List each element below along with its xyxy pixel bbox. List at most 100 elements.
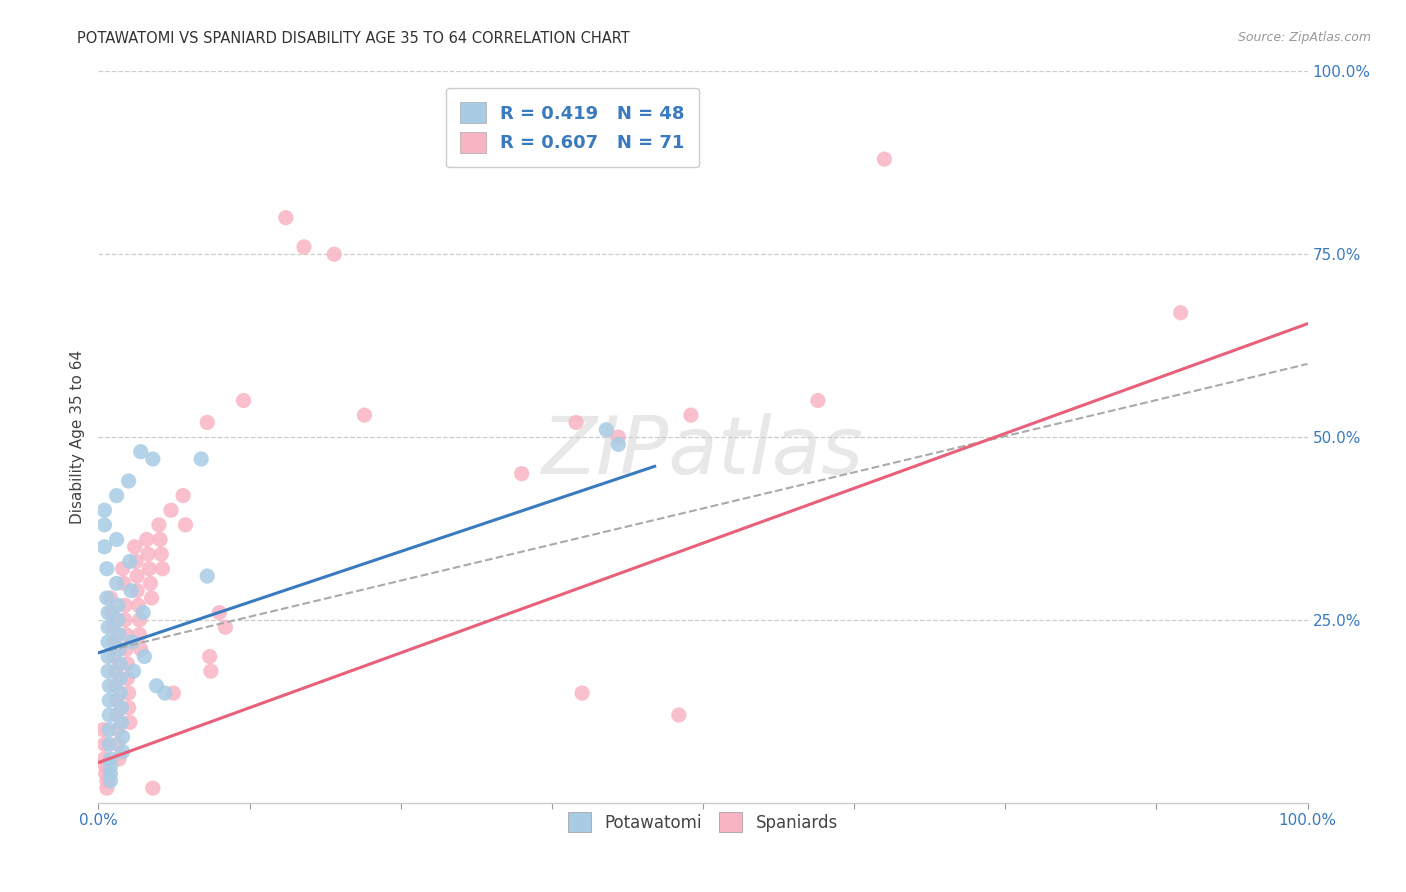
Point <box>679 408 702 422</box>
Point <box>105 576 128 591</box>
Point <box>132 606 155 620</box>
Point <box>129 642 152 657</box>
Point <box>150 547 173 561</box>
Point <box>139 576 162 591</box>
Point <box>96 781 118 796</box>
Point <box>108 752 131 766</box>
Point <box>122 664 145 678</box>
Point <box>195 569 218 583</box>
Point <box>97 635 120 649</box>
Point <box>97 649 120 664</box>
Point <box>128 627 150 641</box>
Point <box>127 583 149 598</box>
Point <box>195 416 218 430</box>
Point <box>607 437 630 451</box>
Point <box>128 613 150 627</box>
Point <box>110 715 132 730</box>
Point <box>105 533 128 547</box>
Point <box>98 737 121 751</box>
Point <box>91 723 114 737</box>
Point <box>172 489 194 503</box>
Point <box>136 547 159 561</box>
Point <box>152 562 174 576</box>
Point <box>110 700 132 714</box>
Point <box>111 730 134 744</box>
Point <box>571 686 593 700</box>
Point <box>98 708 121 723</box>
Point <box>873 152 896 166</box>
Point <box>141 591 163 605</box>
Point <box>100 773 122 788</box>
Point <box>104 679 127 693</box>
Point <box>190 452 212 467</box>
Point <box>208 606 231 620</box>
Point <box>117 672 139 686</box>
Point <box>94 759 117 773</box>
Point <box>353 408 375 422</box>
Point <box>807 393 830 408</box>
Point <box>97 606 120 620</box>
Point <box>96 562 118 576</box>
Point <box>101 620 124 634</box>
Point <box>117 657 139 671</box>
Point <box>94 766 117 780</box>
Point <box>292 240 315 254</box>
Point <box>118 554 141 568</box>
Point <box>108 672 131 686</box>
Point <box>104 664 127 678</box>
Point <box>232 393 254 408</box>
Text: Source: ZipAtlas.com: Source: ZipAtlas.com <box>1237 31 1371 45</box>
Point <box>93 517 115 532</box>
Point <box>668 708 690 723</box>
Point <box>100 752 122 766</box>
Point <box>120 583 142 598</box>
Point <box>138 562 160 576</box>
Point <box>214 620 236 634</box>
Point <box>565 416 588 430</box>
Point <box>108 657 131 671</box>
Point <box>114 613 136 627</box>
Point <box>111 745 134 759</box>
Point <box>100 591 122 605</box>
Point <box>134 649 156 664</box>
Point <box>108 642 131 657</box>
Point <box>510 467 533 481</box>
Point <box>97 620 120 634</box>
Point <box>105 708 128 723</box>
Text: ZIPatlas: ZIPatlas <box>541 413 865 491</box>
Point <box>108 686 131 700</box>
Point <box>96 773 118 788</box>
Point <box>149 533 172 547</box>
Point <box>129 444 152 458</box>
Point <box>274 211 297 225</box>
Point <box>118 700 141 714</box>
Point <box>105 693 128 707</box>
Point <box>98 693 121 707</box>
Point <box>160 503 183 517</box>
Point <box>100 759 122 773</box>
Point <box>607 430 630 444</box>
Point <box>135 533 157 547</box>
Point <box>323 247 346 261</box>
Point <box>115 627 138 641</box>
Point <box>115 642 138 657</box>
Point <box>93 503 115 517</box>
Point <box>118 686 141 700</box>
Point <box>96 591 118 605</box>
Point <box>100 766 122 780</box>
Point <box>93 737 115 751</box>
Text: POTAWATOMI VS SPANIARD DISABILITY AGE 35 TO 64 CORRELATION CHART: POTAWATOMI VS SPANIARD DISABILITY AGE 35… <box>77 31 630 46</box>
Point <box>127 569 149 583</box>
Legend: Potawatomi, Spaniards: Potawatomi, Spaniards <box>561 805 845 838</box>
Point <box>153 686 176 700</box>
Point <box>1170 306 1192 320</box>
Point <box>125 554 148 568</box>
Point <box>142 781 165 796</box>
Point <box>162 686 184 700</box>
Point <box>124 540 146 554</box>
Point <box>118 715 141 730</box>
Point <box>103 649 125 664</box>
Point <box>112 576 135 591</box>
Point <box>108 627 131 641</box>
Point <box>93 752 115 766</box>
